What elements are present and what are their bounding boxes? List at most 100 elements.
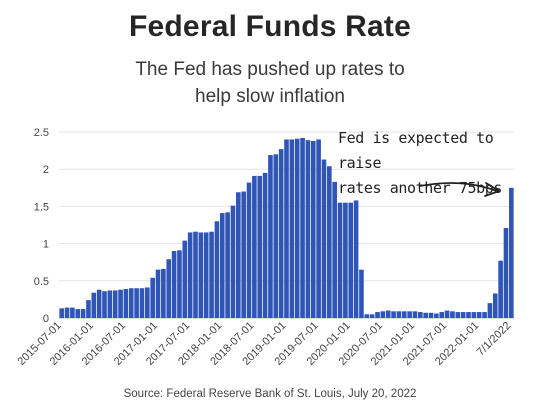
bar — [509, 187, 514, 318]
bar — [412, 311, 418, 318]
bar — [177, 250, 182, 318]
bar — [198, 232, 204, 318]
bar — [150, 277, 155, 318]
bar — [343, 202, 348, 318]
bar — [236, 192, 241, 318]
bar — [337, 202, 343, 318]
bar — [300, 137, 305, 318]
bar — [348, 202, 354, 318]
x-tick-label: 7/1/2022 — [475, 320, 514, 359]
bar — [428, 312, 434, 318]
bar — [455, 312, 461, 318]
bar — [80, 309, 86, 318]
y-tick-label: 0.5 — [34, 276, 49, 288]
bar — [107, 290, 113, 318]
bar — [359, 269, 364, 318]
y-axis: 0 0.5 1 1.5 2 2.5 — [34, 127, 49, 325]
bar — [316, 139, 321, 318]
bar — [145, 287, 150, 318]
bar — [155, 269, 161, 318]
bar — [498, 260, 503, 318]
annotation-line-2: rates another 75bps — [338, 179, 502, 197]
bar — [182, 240, 188, 318]
bar — [59, 308, 64, 318]
bar — [423, 312, 428, 318]
bar — [310, 140, 316, 318]
bar — [123, 288, 129, 318]
bar — [219, 213, 225, 318]
bar — [187, 232, 193, 318]
bar — [353, 200, 359, 318]
annotation-line-1: Fed is expected to raise — [338, 129, 494, 172]
bar — [171, 251, 177, 318]
bar — [492, 293, 498, 318]
bar — [273, 154, 279, 318]
bar — [118, 289, 123, 318]
bar — [401, 311, 407, 318]
bar — [439, 312, 445, 318]
y-tick-label: 2 — [43, 164, 49, 176]
bar — [396, 311, 402, 318]
bar — [460, 312, 466, 318]
bar — [305, 140, 311, 318]
bar — [385, 310, 391, 318]
bar — [64, 307, 70, 318]
bar — [161, 268, 166, 318]
bar — [203, 232, 209, 318]
bar — [262, 172, 268, 318]
bar — [364, 314, 370, 318]
bar — [294, 138, 300, 318]
bar — [268, 155, 273, 318]
bar — [482, 312, 487, 318]
bar — [369, 314, 375, 318]
bar — [166, 259, 172, 318]
bar — [332, 181, 337, 318]
bar — [257, 175, 263, 318]
bar — [134, 288, 139, 318]
bar — [246, 182, 252, 318]
bar — [128, 288, 134, 318]
bar — [450, 311, 455, 318]
bar — [241, 191, 246, 318]
bar — [139, 288, 145, 318]
subtitle-line-2: help slow inflation — [195, 86, 345, 107]
bar — [487, 303, 493, 318]
annotation-text: Fed is expected to raise rates another 7… — [338, 126, 528, 201]
bar — [102, 291, 107, 318]
bar — [225, 212, 230, 318]
bar — [278, 149, 284, 318]
bar — [375, 312, 380, 318]
y-tick-label: 1.5 — [34, 201, 49, 213]
bar — [96, 289, 102, 318]
bar — [434, 313, 439, 318]
bar — [418, 312, 423, 318]
chart-title: Federal Funds Rate — [129, 10, 411, 43]
y-tick-label: 2.5 — [34, 127, 49, 139]
y-tick-label: 0 — [43, 313, 49, 325]
bar — [86, 300, 91, 318]
bar — [91, 292, 97, 318]
x-axis: 2015-07-012016-01-012016-07-012017-01-01… — [16, 320, 514, 368]
bar — [407, 311, 412, 318]
bar — [193, 231, 198, 318]
subtitle-line-1: The Fed has pushed up rates to — [135, 59, 405, 80]
bar — [252, 175, 257, 318]
bar — [391, 311, 396, 318]
bar — [75, 309, 81, 318]
y-tick-label: 1 — [43, 239, 49, 251]
annotation-arrow — [419, 182, 500, 197]
bar — [471, 312, 477, 318]
bar — [380, 311, 386, 318]
bar — [327, 166, 332, 318]
bar — [503, 227, 509, 318]
bar-series — [59, 137, 514, 318]
bar — [321, 159, 327, 318]
bar — [444, 310, 450, 318]
bar — [466, 312, 471, 318]
bar — [284, 139, 289, 318]
bar — [230, 205, 236, 318]
bar — [289, 139, 295, 318]
bar — [214, 221, 220, 318]
source-note: Source: Federal Reserve Bank of St. Loui… — [123, 388, 417, 400]
